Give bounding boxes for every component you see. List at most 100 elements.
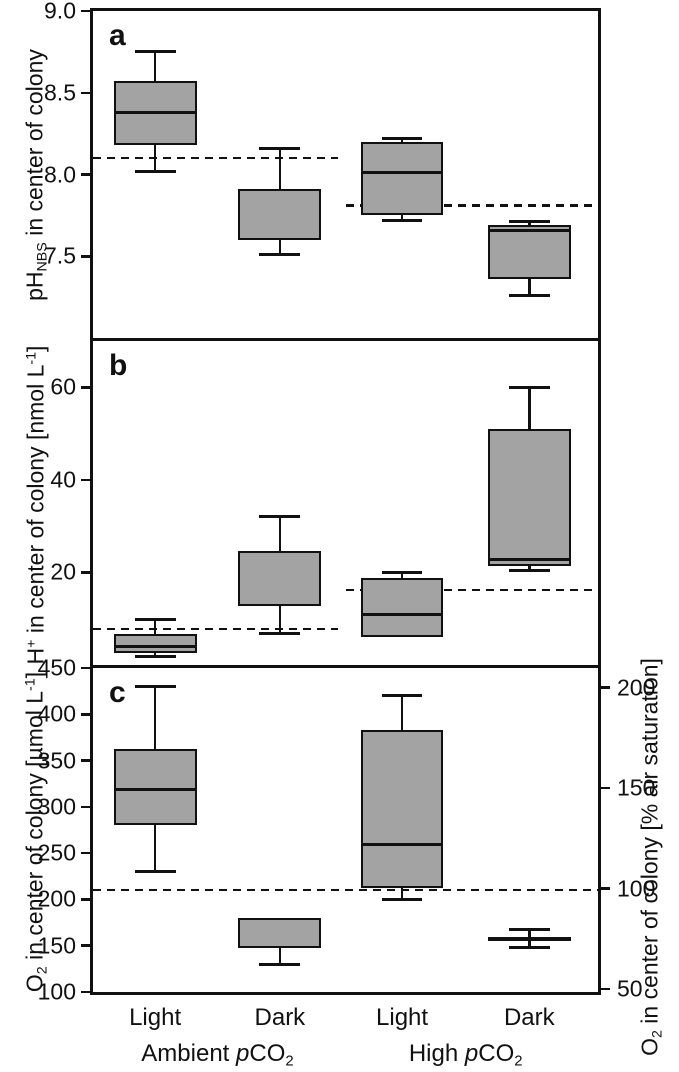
dashed-reference-line-b [345, 588, 598, 592]
y-tick-a [81, 9, 90, 13]
box-a-high-pco2-light-upper-whisker [400, 138, 404, 142]
y-tick-label-c: 400 [37, 700, 76, 727]
y-tick-label-b: 20 [50, 558, 76, 585]
box-a-high-pco2-dark-upper-cap [508, 220, 550, 224]
box-a-ambient-pco2-light-lower-whisker [153, 145, 157, 172]
box-a-ambient-pco2-dark-upper-cap [259, 146, 301, 150]
box-c-ambient-pco2-light [113, 748, 197, 826]
box-c-ambient-pco2-light-lower-whisker [153, 825, 157, 872]
y-tick-label-a: 8.0 [44, 161, 76, 187]
y-tick-b [81, 571, 90, 574]
box-a-ambient-pco2-dark-lower-whisker [278, 239, 282, 255]
box-b-high-pco2-dark-upper-cap [508, 385, 550, 389]
dashed-reference-line-a [93, 156, 338, 160]
y-tick-a [81, 173, 90, 176]
right-y-tick-c [601, 786, 610, 790]
box-b-ambient-pco2-dark [238, 551, 322, 606]
label-fragment: 2 [514, 1053, 523, 1070]
box-b-high-pco2-light-upper-cap [381, 570, 423, 574]
y-tick-b [81, 386, 90, 389]
plot-area-b: b 60 40 20 [50, 341, 598, 665]
right-y-tick-c [601, 987, 610, 991]
box-b-high-pco2-dark-lower-whisker [528, 565, 531, 571]
y-tick-label-b: 40 [50, 466, 76, 493]
box-c-high-pco2-light [360, 730, 444, 889]
label-fragment: + [23, 638, 40, 648]
y-tick-c [81, 898, 90, 901]
panel-letter-b: b [109, 349, 128, 382]
box-c-ambient-pco2-dark [238, 917, 322, 948]
label-fragment: O [21, 973, 48, 992]
y-tick-c [81, 759, 90, 762]
box-c-high-pco2-light-upper-cap [381, 694, 423, 698]
label-fragment: NBS [34, 241, 51, 271]
y-tick-c [81, 851, 90, 855]
y-tick-a [81, 255, 90, 258]
label-fragment: in center of colony [% air saturation] [636, 658, 663, 1031]
box-c-ambient-pco2-dark-lower-whisker [278, 947, 282, 965]
box-a-high-pco2-dark [487, 225, 571, 280]
box-b-high-pco2-dark-upper-whisker [528, 387, 531, 429]
box-c-ambient-pco2-light-upper-whisker [153, 686, 157, 749]
y-tick-b [81, 478, 90, 482]
panel-a: a 9.0 8.5 8.0 7.5 [44, 0, 601, 341]
box-a-ambient-pco2-light-upper-cap [134, 50, 176, 54]
x-group-label-0: Ambient pCO2 [141, 1040, 293, 1069]
right-y-tick-c [601, 887, 610, 890]
box-a-high-pco2-dark-median [489, 228, 569, 232]
y-tick-c [81, 666, 90, 670]
label-fragment: -1 [23, 351, 40, 365]
box-c-high-pco2-dark-upper-whisker [528, 929, 531, 938]
y-tick-label-b: 60 [50, 373, 76, 400]
box-a-high-pco2-dark-lower-cap [508, 293, 550, 297]
box-b-ambient-pco2-light-lower-cap [134, 655, 176, 659]
label-fragment: -1 [22, 677, 39, 691]
y-tick-label-a: 9.0 [44, 0, 76, 24]
panel-letter-a: a [109, 19, 126, 52]
box-a-ambient-pco2-dark-lower-cap [259, 253, 301, 257]
box-b-ambient-pco2-light-median [115, 645, 195, 649]
label-fragment: ] [22, 345, 49, 352]
box-b-high-pco2-light [360, 577, 444, 638]
y-tick-label-c: 450 [37, 654, 76, 681]
box-c-high-pco2-dark [487, 937, 571, 942]
y-tick-label-a: 7.5 [44, 242, 76, 269]
box-b-ambient-pco2-light-lower-whisker [153, 652, 157, 657]
box-b-high-pco2-dark [487, 428, 571, 566]
y-tick-c [81, 805, 90, 809]
y-axis-label-a: pHNBS in center of colony [21, 49, 50, 301]
x-tick-label-dark-1: Dark [254, 1004, 306, 1031]
box-b-ambient-pco2-dark-lower-whisker [278, 605, 282, 634]
panel-c: c 450 400 350 300 250 200 150 100 200 150 100 50 [38, 656, 656, 1003]
x-tick-label-light-2: Light [376, 1004, 429, 1031]
dashed-reference-line-c [93, 888, 598, 892]
right-y-tick-label-c: 200 [617, 674, 656, 700]
label-fragment: p [464, 1040, 479, 1067]
box-c-ambient-pco2-light-lower-cap [134, 870, 176, 874]
box-a-high-pco2-light-upper-cap [381, 137, 423, 141]
plot-area-a: a 9.0 8.5 8.0 7.5 [44, 0, 598, 338]
right-y-tick-label-c: 150 [617, 774, 656, 801]
right-y-tick-label-c: 100 [617, 875, 656, 902]
box-b-high-pco2-light-upper-whisker [400, 572, 404, 578]
box-b-ambient-pco2-dark-upper-whisker [278, 516, 282, 552]
box-a-ambient-pco2-light-median [115, 110, 195, 114]
label-fragment: O [636, 1038, 663, 1056]
label-fragment: pH [21, 270, 48, 301]
box-a-high-pco2-light-lower-cap [381, 218, 423, 222]
x-tick-label-light-0: Light [129, 1004, 182, 1031]
y-tick-label-c: 200 [37, 885, 76, 912]
box-c-ambient-pco2-dark-lower-cap [259, 962, 301, 966]
box-a-high-pco2-light [360, 141, 444, 216]
dashed-reference-line-b [93, 627, 338, 631]
y-axis-label-b: H+ in center of colony [nmol L-1] [23, 345, 50, 664]
box-b-ambient-pco2-light-upper-cap [134, 617, 176, 621]
y-tick-label-c: 100 [37, 978, 76, 1005]
box-a-ambient-pco2-light-lower-cap [134, 169, 176, 173]
label-fragment: p [236, 1040, 250, 1067]
box-b-ambient-pco2-dark-upper-cap [259, 515, 301, 519]
panel-letter-c: c [109, 676, 126, 709]
box-b-ambient-pco2-light-upper-whisker [153, 619, 157, 634]
box-c-high-pco2-dark-lower-cap [508, 946, 550, 950]
label-fragment: 2 [34, 965, 51, 974]
